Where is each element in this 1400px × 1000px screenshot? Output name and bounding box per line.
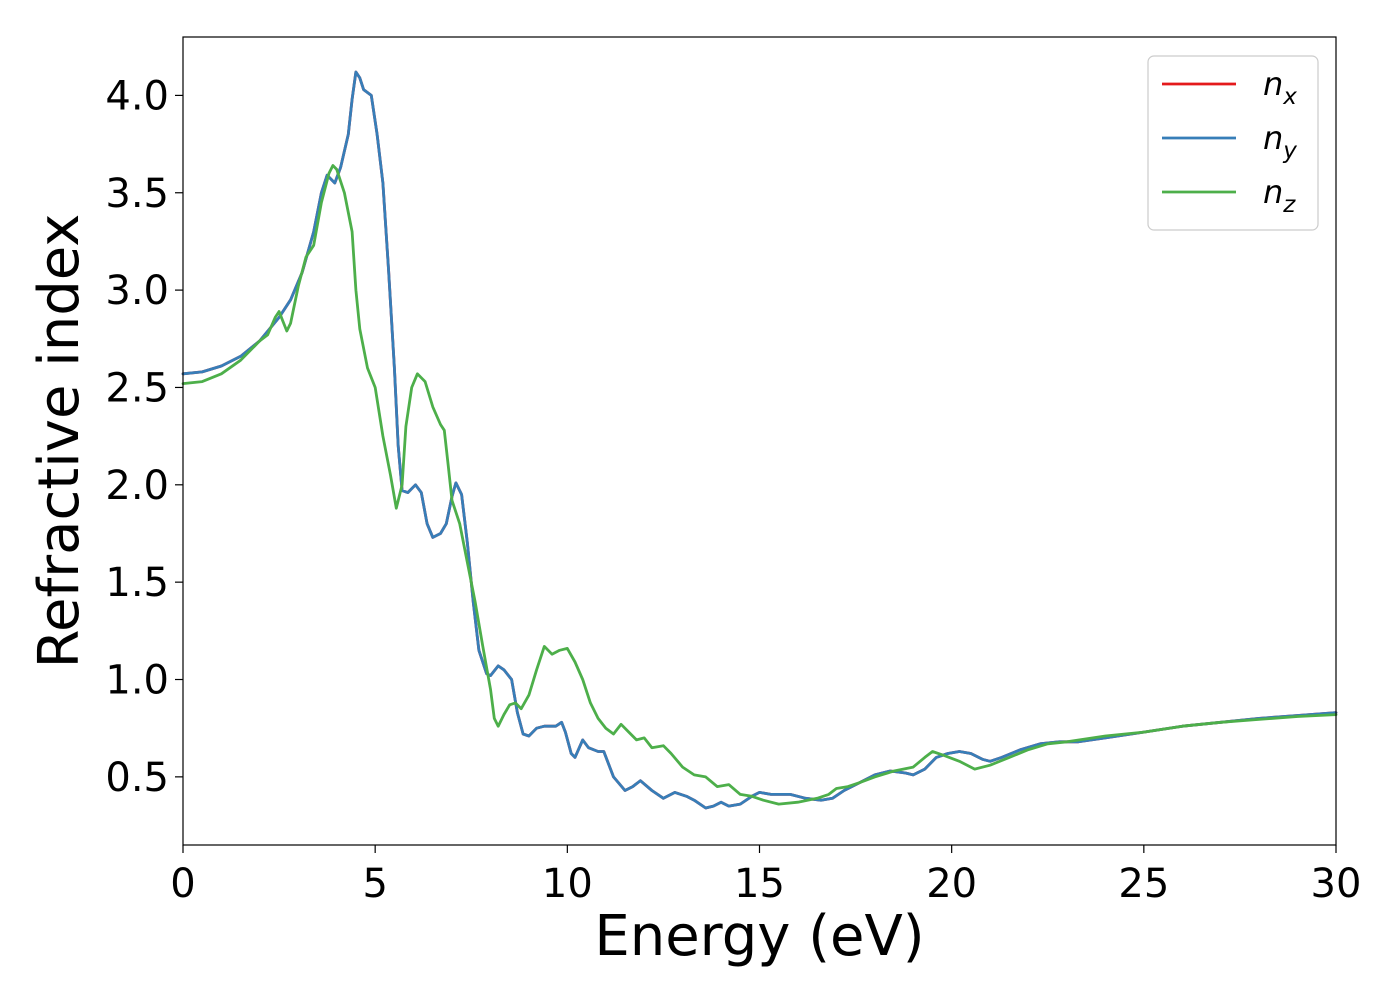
x-tick-label: 30 bbox=[1311, 861, 1362, 907]
x-tick-label: 0 bbox=[170, 861, 195, 907]
y-tick-label: 1.5 bbox=[105, 560, 169, 606]
y-tick-label: 0.5 bbox=[105, 755, 169, 801]
plot-lines bbox=[181, 70, 1338, 810]
y-axis-title: Refractive index bbox=[27, 214, 92, 669]
x-tick-label: 25 bbox=[1118, 861, 1169, 907]
y-tick-label: 3.0 bbox=[105, 268, 169, 314]
legend-label-z: nz bbox=[1263, 173, 1296, 218]
y-tick-label: 2.5 bbox=[105, 365, 169, 411]
legend-label-x: nx bbox=[1263, 65, 1297, 110]
x-tick-label: 15 bbox=[734, 861, 785, 907]
x-axis: 0 5 10 15 20 25 30 bbox=[170, 845, 1361, 907]
y-axis: 0.5 1.0 1.5 2.0 2.5 3.0 3.5 4.0 bbox=[105, 73, 183, 801]
series-line-y bbox=[181, 70, 1338, 810]
legend: nx ny nz bbox=[1147, 55, 1319, 231]
x-tick-label: 20 bbox=[926, 861, 977, 907]
x-axis-title: Energy (eV) bbox=[594, 904, 924, 969]
x-tick-label: 5 bbox=[362, 861, 387, 907]
legend-label-y: ny bbox=[1263, 119, 1297, 164]
y-tick-label: 3.5 bbox=[105, 171, 169, 217]
legend-box bbox=[1147, 55, 1319, 231]
series-line-z bbox=[181, 164, 1338, 806]
x-tick-label: 10 bbox=[542, 861, 593, 907]
y-tick-label: 4.0 bbox=[105, 73, 169, 119]
y-tick-label: 2.0 bbox=[105, 463, 169, 509]
y-tick-label: 1.0 bbox=[105, 658, 169, 704]
